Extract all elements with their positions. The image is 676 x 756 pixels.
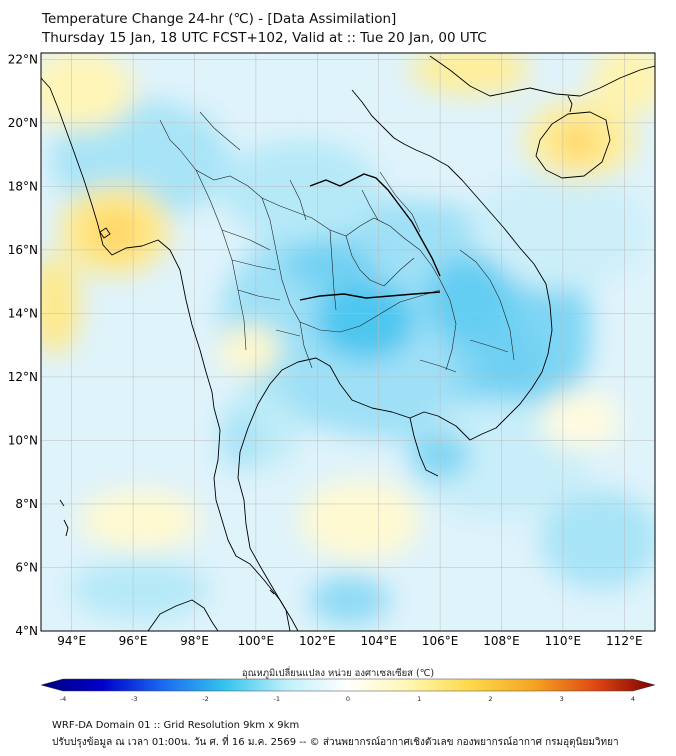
- colorbar-tick-label: 1: [417, 695, 421, 703]
- lon-tick-label: 98°E: [180, 634, 209, 648]
- lat-tick-label: 10°N: [8, 433, 38, 447]
- colorbar-bar: [40, 678, 656, 692]
- colorbar-label: อุณหภูมิเปลี่ยนแปลง หน่วย องศาเซลเซียส (…: [241, 668, 435, 679]
- coastlines: [41, 55, 655, 631]
- lat-tick-label: 12°N: [8, 370, 38, 384]
- temperature-field: [41, 53, 655, 631]
- colorbar-tick-label: -3: [131, 695, 137, 703]
- lon-tick-label: 112°E: [606, 634, 643, 648]
- lon-tick-label: 96°E: [119, 634, 148, 648]
- lat-tick-label: 8°N: [15, 497, 38, 511]
- colorbar-tick-label: -2: [202, 695, 208, 703]
- lat-tick-label: 20°N: [8, 116, 38, 130]
- lat-tick-label: 14°N: [8, 306, 38, 320]
- lon-tick-label: 110°E: [545, 634, 582, 648]
- colorbar: -4 -3 -2 -1 0 1 2 3 4: [40, 678, 656, 703]
- colorbar-tick-label: -4: [60, 695, 66, 703]
- lon-tick-label: 108°E: [483, 634, 520, 648]
- lat-tick-label: 22°N: [8, 52, 38, 66]
- lat-tick-label: 4°N: [15, 624, 38, 638]
- admin-borders: [159, 111, 515, 373]
- lat-tick-label: 6°N: [15, 560, 38, 574]
- footer-model-info: WRF-DA Domain 01 :: Grid Resolution 9km …: [52, 720, 300, 731]
- plot-frame: [40, 52, 656, 632]
- longitude-axis: 94°E 96°E 98°E 100°E 102°E 104°E 106°E 108°E 110…: [57, 634, 642, 648]
- colorbar-ticks: -4 -3 -2 -1 0 1 2 3 4: [60, 695, 635, 703]
- colorbar-tick-label: 3: [560, 695, 564, 703]
- lon-tick-label: 102°E: [299, 634, 336, 648]
- colorbar-tick-label: 4: [631, 695, 635, 703]
- colorbar-tick-label: 2: [488, 695, 492, 703]
- lat-tick-label: 18°N: [8, 179, 38, 193]
- lat-tick-label: 16°N: [8, 243, 38, 257]
- map-subtitle: Thursday 15 Jan, 18 UTC FCST+102, Valid …: [42, 30, 487, 46]
- national-border: [299, 173, 441, 301]
- colorbar-tick-label: 0: [346, 695, 350, 703]
- lon-tick-label: 104°E: [360, 634, 397, 648]
- colorbar-tick-label: -1: [274, 695, 280, 703]
- lon-tick-label: 106°E: [422, 634, 459, 648]
- lon-tick-label: 94°E: [57, 634, 86, 648]
- latitude-axis: 22°N 20°N 18°N 16°N 14°N 12°N 10°N 8°N 6°N 4°N: [8, 52, 38, 638]
- map-title: Temperature Change 24-hr (℃) - [Data Ass…: [42, 11, 397, 27]
- lon-tick-label: 100°E: [238, 634, 275, 648]
- footer-credit: ปรับปรุงข้อมูล ณ เวลา 01:00น. วัน ศ. ที่…: [52, 737, 619, 748]
